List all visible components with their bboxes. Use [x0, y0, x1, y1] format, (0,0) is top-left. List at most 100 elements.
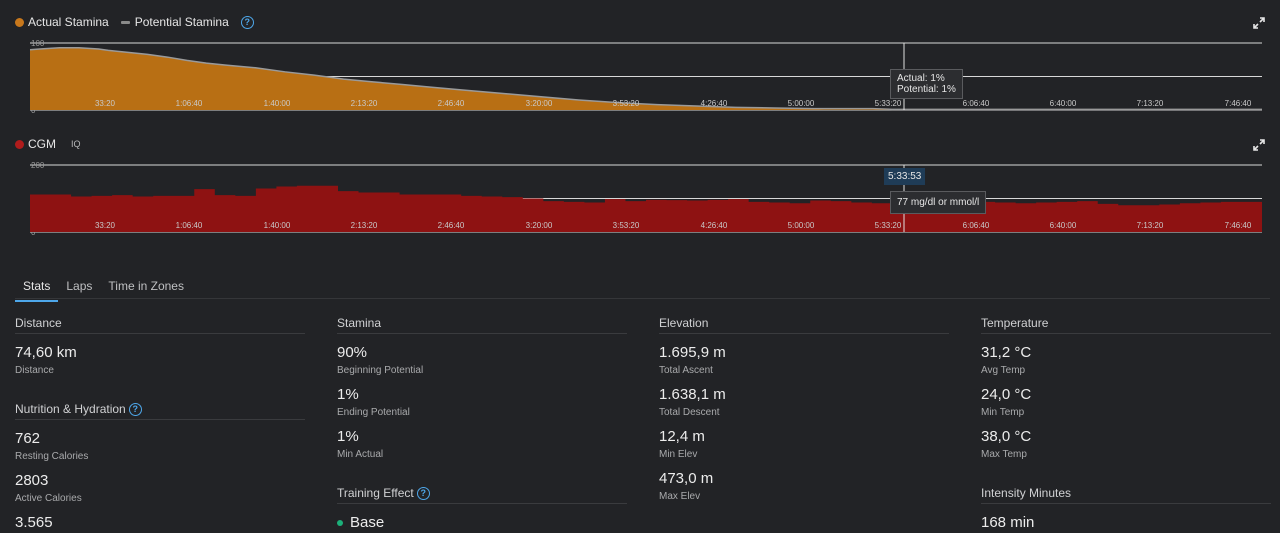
section-title-text: Intensity Minutes: [981, 486, 1072, 500]
expand-icon[interactable]: [1253, 17, 1265, 29]
section-title-distance: Distance: [15, 316, 305, 334]
potential-stamina-swatch: [120, 20, 130, 24]
x-tick-label: 1:40:00: [264, 99, 291, 108]
tab-laps[interactable]: Laps: [66, 279, 93, 293]
x-tick-label: 3:53:20: [613, 221, 640, 230]
stat-label: Distance: [15, 365, 54, 376]
stat-value: 12,4 m: [659, 428, 705, 445]
stat-value: 762: [15, 430, 41, 447]
section-title-nutrition: Nutrition & Hydration ?: [15, 402, 305, 420]
x-tick-label: 3:53:20: [613, 99, 640, 108]
x-tick-label: 7:13:20: [1137, 99, 1164, 108]
stats-column-3: Elevation 1.695,9 m Total Ascent 1.638,1…: [659, 316, 949, 502]
stat-total-calories: 3.565: [15, 514, 305, 531]
stat-max-elev: 473,0 m Max Elev: [659, 470, 949, 502]
legend-potential-stamina[interactable]: Potential Stamina: [134, 15, 229, 29]
stat-label: Max Elev: [659, 491, 701, 502]
stat-resting-calories: 762 Resting Calories: [15, 430, 305, 462]
x-tick-label: 5:33:20: [875, 221, 902, 230]
stat-value: 24,0 °C: [981, 386, 1032, 403]
expand-icon[interactable]: [1253, 139, 1265, 151]
cgm-legend: CGM IQ: [15, 137, 81, 151]
stat-total-descent: 1.638,1 m Total Descent: [659, 386, 949, 418]
stat-value: 1.638,1 m: [659, 386, 726, 403]
iq-label: IQ: [71, 139, 81, 149]
stat-value: 1.695,9 m: [659, 344, 726, 361]
stat-label: Active Calories: [15, 493, 82, 504]
stamina-legend: Actual Stamina Potential Stamina ?: [15, 15, 254, 29]
help-icon[interactable]: ?: [128, 402, 142, 416]
stamina-chart[interactable]: 10050033:201:06:401:40:002:13:202:46:403…: [0, 36, 1280, 116]
y-tick-label: 100: [31, 39, 45, 48]
y-tick-label: 200: [31, 161, 45, 170]
section-title-text: Distance: [15, 316, 62, 330]
section-title-text: Elevation: [659, 316, 709, 330]
x-tick-label: 3:20:00: [526, 221, 553, 230]
x-tick-label: 5:33:20: [875, 99, 902, 108]
legend-cgm[interactable]: CGM: [28, 137, 56, 151]
x-tick-label: 6:40:00: [1050, 99, 1077, 108]
stat-active-calories: 2803 Active Calories: [15, 472, 305, 504]
stat-value: 1%: [337, 428, 359, 445]
x-tick-label: 33:20: [95, 99, 116, 108]
stat-max-temp: 38,0 °C Max Temp: [981, 428, 1271, 460]
section-title-text: Stamina: [337, 316, 382, 330]
section-title-text: Training Effect: [337, 486, 414, 500]
stat-value: 1%: [337, 386, 359, 403]
stat-label: Avg Temp: [981, 365, 1026, 376]
stat-value: 74,60 km: [15, 344, 77, 361]
stat-value: 3.565: [15, 514, 53, 531]
help-icon[interactable]: ?: [240, 15, 254, 29]
stat-label: Min Elev: [659, 449, 698, 460]
stat-distance: 74,60 km Distance: [15, 344, 305, 376]
crosshair-time-badge: 5:33:53: [884, 168, 926, 185]
cgm-tooltip: 77 mg/dl or mmol/l: [890, 191, 987, 214]
y-tick-label: 0: [31, 228, 36, 237]
x-tick-label: 6:40:00: [1050, 221, 1077, 230]
section-title-intensity-minutes: Intensity Minutes: [981, 486, 1271, 504]
tab-divider: [15, 298, 1270, 299]
x-tick-label: 1:06:40: [176, 99, 203, 108]
series-line-potential-stamina: [29, 46, 1262, 111]
training-effect-value: Base: [350, 514, 385, 531]
x-tick-label: 2:46:40: [438, 99, 465, 108]
y-tick-label: 0: [31, 106, 36, 115]
section-title-text: Temperature: [981, 316, 1049, 330]
stat-value: 473,0 m: [659, 470, 714, 487]
x-tick-label: 2:13:20: [351, 221, 378, 230]
legend-actual-stamina[interactable]: Actual Stamina: [28, 15, 109, 29]
x-tick-label: 1:06:40: [176, 221, 203, 230]
stat-value: 31,2 °C: [981, 344, 1032, 361]
section-title-stamina: Stamina: [337, 316, 627, 334]
stat-value: 168 min: [981, 514, 1035, 531]
x-tick-label: 7:13:20: [1137, 221, 1164, 230]
tab-bar: Stats Laps Time in Zones: [15, 277, 192, 302]
stats-column-2: Stamina 90% Beginning Potential 1% Endin…: [337, 316, 627, 531]
stat-min-actual: 1% Min Actual: [337, 428, 627, 460]
x-tick-label: 3:20:00: [526, 99, 553, 108]
section-title-text: Nutrition & Hydration: [15, 402, 126, 416]
x-tick-label: 5:00:00: [788, 99, 815, 108]
cgm-chart[interactable]: 200100033:201:06:401:40:002:13:202:46:40…: [0, 158, 1280, 238]
x-tick-label: 6:06:40: [963, 221, 990, 230]
x-tick-label: 33:20: [95, 221, 116, 230]
tooltip-potential: Potential: 1%: [897, 84, 956, 95]
stat-label: Min Actual: [337, 449, 384, 460]
tab-time-in-zones[interactable]: Time in Zones: [108, 279, 184, 293]
tab-stats[interactable]: Stats: [15, 277, 59, 302]
section-title-elevation: Elevation: [659, 316, 949, 334]
stat-ending-potential: 1% Ending Potential: [337, 386, 627, 418]
x-tick-label: 7:46:40: [1225, 99, 1252, 108]
stat-label: Beginning Potential: [337, 365, 424, 376]
help-icon[interactable]: ?: [416, 486, 430, 500]
stat-label: Ending Potential: [337, 407, 410, 418]
stats-column-4: Temperature 31,2 °C Avg Temp 24,0 °C Min…: [981, 316, 1271, 531]
x-tick-label: 6:06:40: [963, 99, 990, 108]
status-dot: [337, 520, 343, 527]
stat-label: Total Descent: [659, 407, 720, 418]
x-tick-label: 2:13:20: [351, 99, 378, 108]
stamina-tooltip: Actual: 1% Potential: 1%: [890, 69, 963, 99]
x-tick-label: 4:26:40: [701, 221, 728, 230]
stat-avg-temp: 31,2 °C Avg Temp: [981, 344, 1271, 376]
cgm-swatch: [15, 139, 24, 149]
